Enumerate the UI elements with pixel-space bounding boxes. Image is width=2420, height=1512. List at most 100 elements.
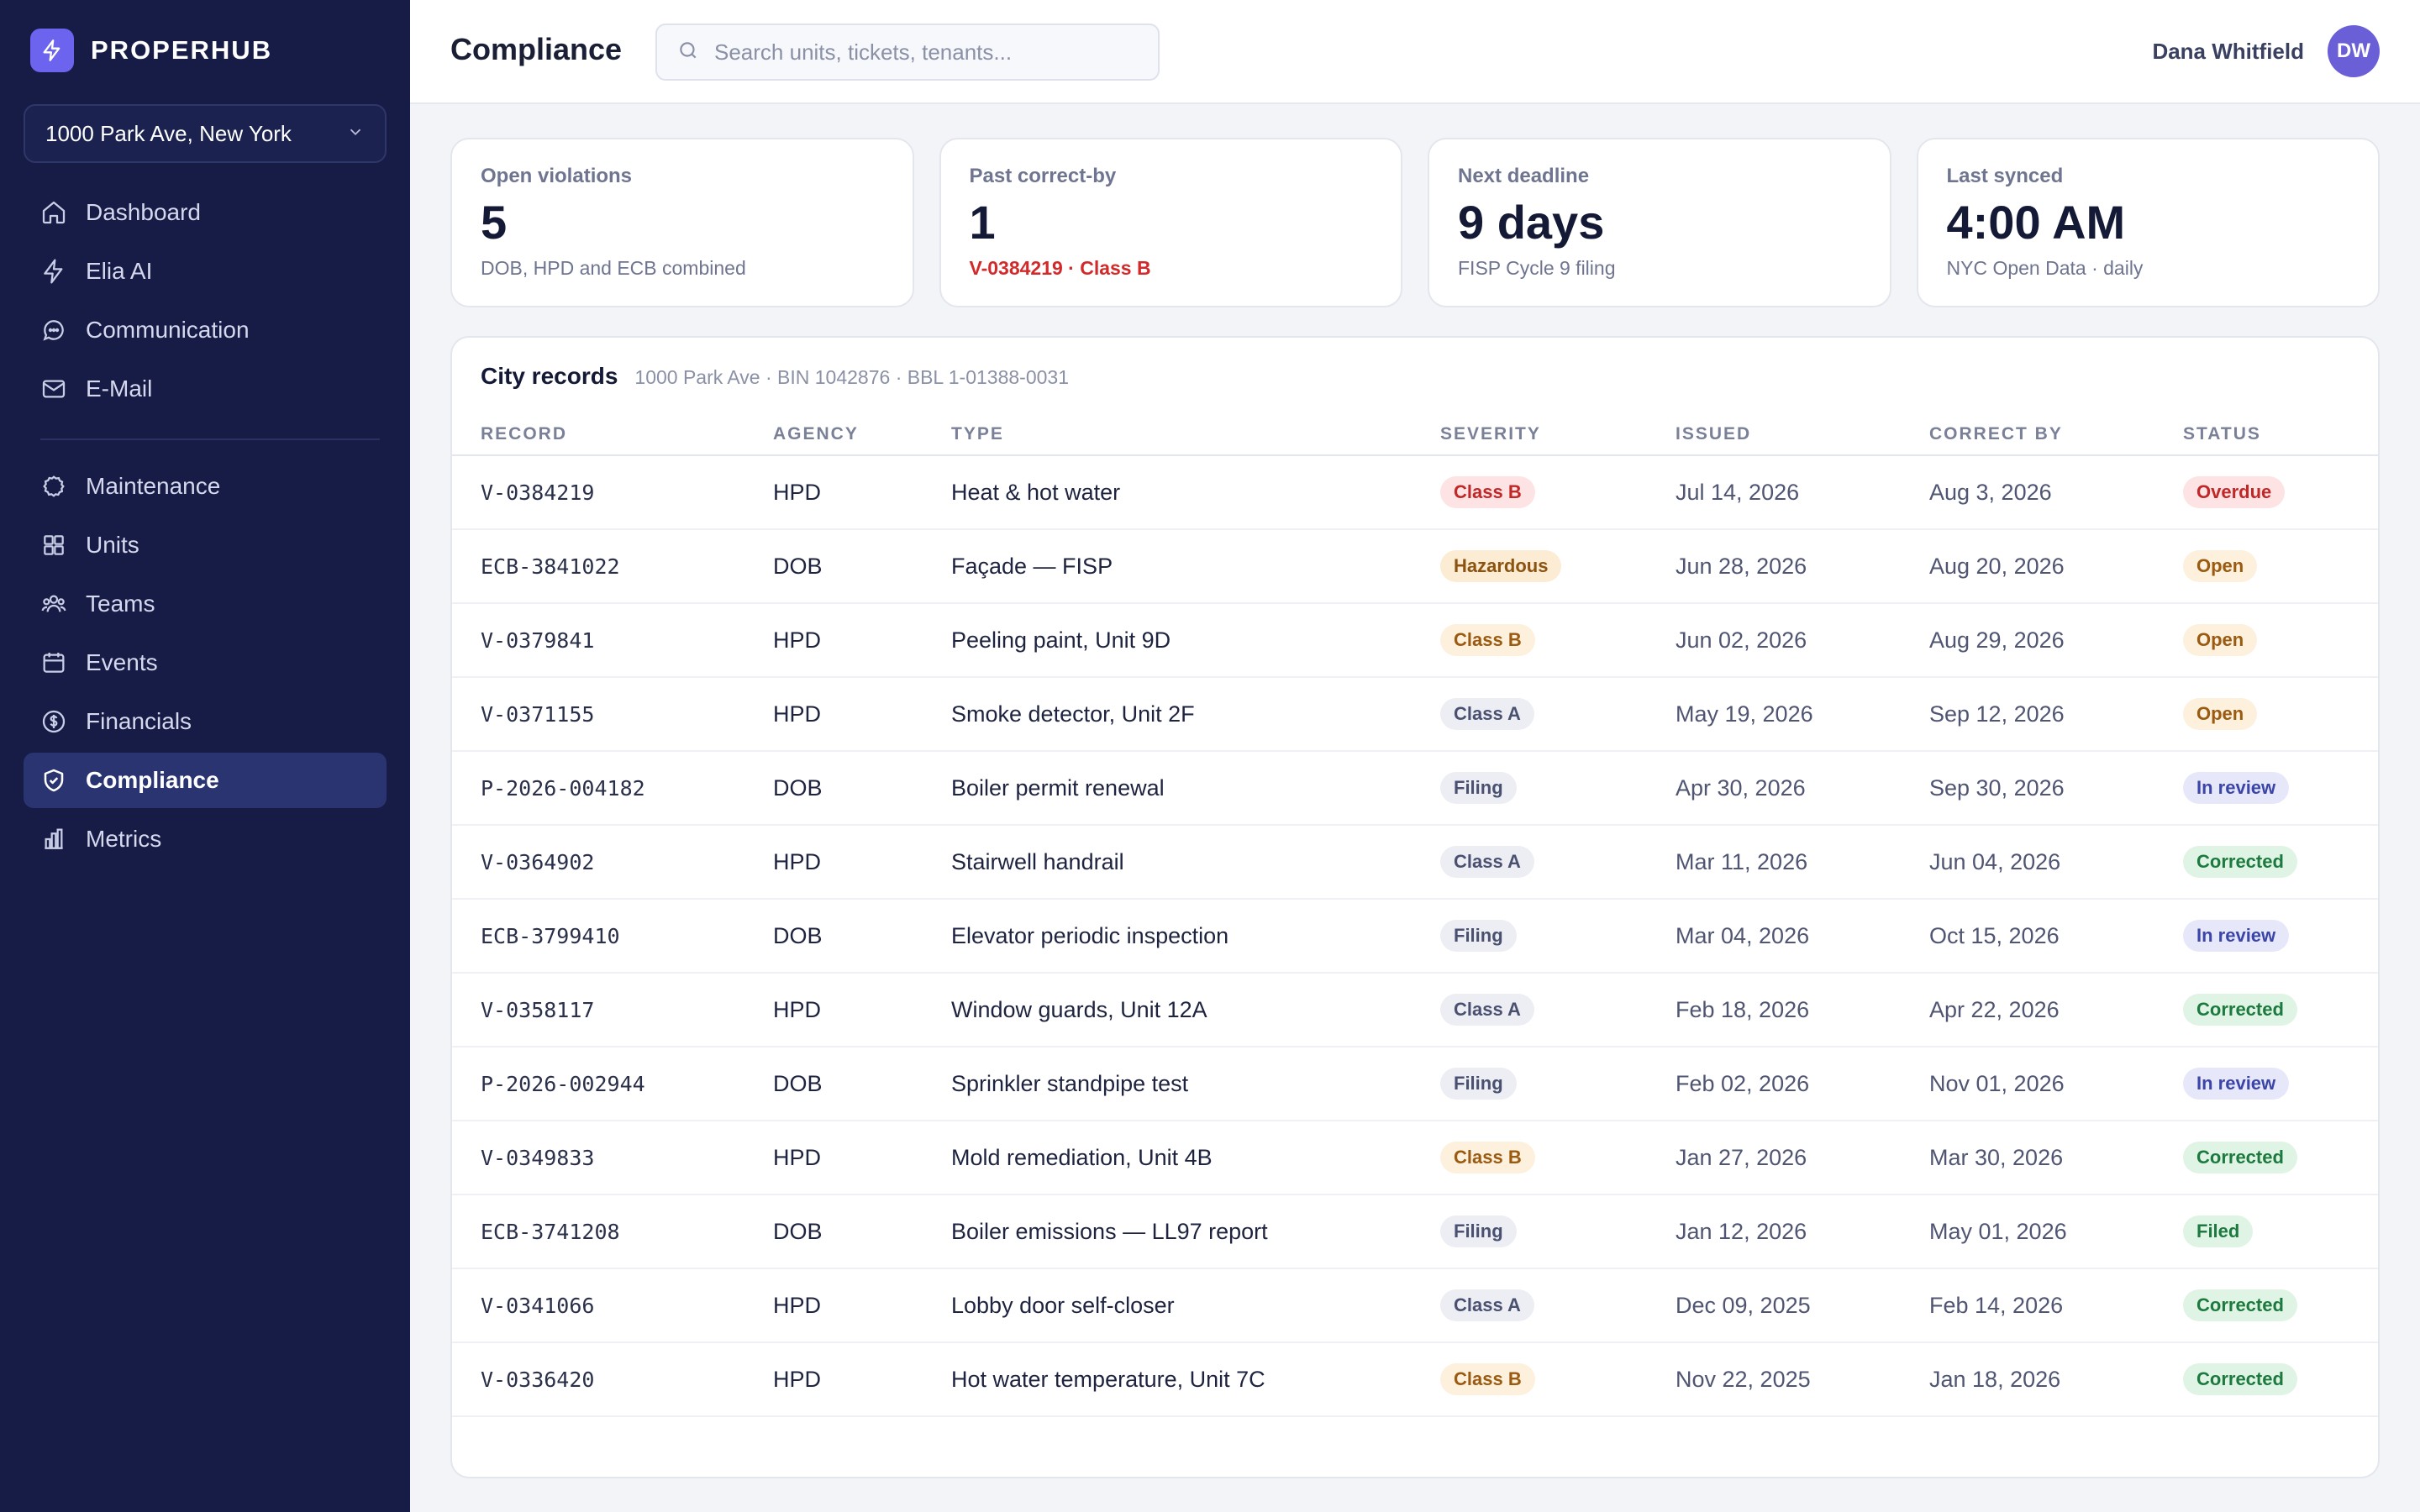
agency-cell: HPD	[744, 677, 923, 752]
table-row[interactable]: P-2026-004182 DOB Boiler permit renewal Fil…	[452, 751, 2378, 826]
column-header-record[interactable]: RECORD	[452, 413, 744, 456]
table-row[interactable]: V-0341066 HPD Lobby door self-closer Class …	[452, 1268, 2378, 1343]
sidebar-item-communication[interactable]: Communication	[24, 302, 387, 358]
sidebar-item-label: Elia AI	[86, 258, 153, 284]
record-id[interactable]: V-0358117	[452, 973, 744, 1047]
sidebar-item-units[interactable]: Units	[24, 517, 387, 573]
mail-icon	[40, 375, 67, 402]
record-id[interactable]: V-0371155	[452, 677, 744, 752]
grid-icon	[40, 532, 67, 559]
sidebar-item-metrics[interactable]: Metrics	[24, 811, 387, 867]
table-row[interactable]: ECB-3841022 DOB Façade — FISP Hazardous Jun …	[452, 529, 2378, 604]
record-id[interactable]: V-0384219	[452, 455, 744, 530]
severity-badge: Filing	[1440, 920, 1517, 952]
shield-icon	[40, 767, 67, 794]
sidebar-item-maintenance[interactable]: Maintenance	[24, 459, 387, 514]
table-row[interactable]: V-0384219 HPD Heat & hot water Class B Jul 1…	[452, 455, 2378, 530]
records-title: City records	[481, 363, 618, 389]
record-id[interactable]: ECB-3799410	[452, 899, 744, 974]
severity-badge: Class A	[1440, 846, 1534, 878]
brand[interactable]: PROPERHUB	[30, 29, 272, 72]
chevron-down-icon	[346, 121, 365, 147]
severity-badge: Filing	[1440, 1068, 1517, 1100]
table-row[interactable]: V-0364902 HPD Stairwell handrail Class A Mar…	[452, 825, 2378, 900]
agency-cell: DOB	[744, 899, 923, 974]
table-row[interactable]: V-0371155 HPD Smoke detector, Unit 2F Class…	[452, 677, 2378, 752]
avatar[interactable]: DW	[2328, 25, 2380, 77]
severity-badge: Class B	[1440, 1363, 1535, 1395]
stat-next-deadline: Next deadline 9 days FISP Cycle 9 filing	[1428, 138, 1891, 307]
agency-cell: HPD	[744, 1342, 923, 1417]
record-id[interactable]: V-0364902	[452, 825, 744, 900]
correct-by-cell: Sep 12, 2026	[1901, 677, 2154, 752]
type-cell: Façade — FISP	[923, 529, 1412, 604]
table-row[interactable]: V-0358117 HPD Window guards, Unit 12A Class…	[452, 973, 2378, 1047]
record-id[interactable]: V-0349833	[452, 1121, 744, 1195]
table-row[interactable]: V-0379841 HPD Peeling paint, Unit 9D Class …	[452, 603, 2378, 678]
sidebar-item-compliance[interactable]: Compliance	[24, 753, 387, 808]
sidebar-item-dashboard[interactable]: Dashboard	[24, 185, 387, 240]
severity-cell: Class B	[1412, 603, 1647, 678]
record-id[interactable]: V-0341066	[452, 1268, 744, 1343]
sidebar-item-teams[interactable]: Teams	[24, 576, 387, 632]
issued-cell: Nov 22, 2025	[1647, 1342, 1901, 1417]
issued-cell: Feb 18, 2026	[1647, 973, 1901, 1047]
table-row[interactable]: ECB-3799410 DOB Elevator periodic inspecti…	[452, 899, 2378, 974]
severity-cell: Class A	[1412, 973, 1647, 1047]
column-header-correct-by[interactable]: CORRECT BY	[1901, 413, 2154, 456]
sidebar-item-events[interactable]: Events	[24, 635, 387, 690]
status-badge: Corrected	[2183, 846, 2297, 878]
stat-subtext: FISP Cycle 9 filing	[1458, 256, 1616, 279]
issued-cell: Mar 11, 2026	[1647, 825, 1901, 900]
dollar-icon	[40, 708, 67, 735]
issued-cell: Jan 27, 2026	[1647, 1121, 1901, 1195]
search-input[interactable]	[714, 39, 1138, 66]
property-select-value: 1000 Park Ave, New York	[45, 120, 292, 146]
search-box[interactable]	[655, 24, 1160, 81]
page-title: Compliance	[450, 32, 623, 66]
type-cell: Hot water temperature, Unit 7C	[923, 1342, 1412, 1417]
issued-cell: Feb 02, 2026	[1647, 1047, 1901, 1121]
record-id[interactable]: P-2026-002944	[452, 1047, 744, 1121]
severity-badge: Filing	[1440, 772, 1517, 804]
stat-label: Open violations	[481, 165, 633, 187]
type-cell: Lobby door self-closer	[923, 1268, 1412, 1343]
record-id[interactable]: P-2026-004182	[452, 751, 744, 826]
column-header-agency[interactable]: AGENCY	[744, 413, 923, 456]
column-header-type[interactable]: TYPE	[923, 413, 1412, 456]
sidebar-item-label: Compliance	[86, 767, 219, 793]
sidebar-item-email[interactable]: E-Mail	[24, 361, 387, 417]
status-badge: Corrected	[2183, 1363, 2297, 1395]
correct-by-cell: Feb 14, 2026	[1901, 1268, 2154, 1343]
user-menu[interactable]: Dana Whitfield DW	[2152, 25, 2380, 77]
status-cell: Overdue	[2154, 455, 2378, 530]
top-header: Compliance Dana Whitfield DW	[410, 0, 2420, 104]
records-header: City records 1000 Park Ave · BIN 1042876…	[481, 363, 1069, 390]
agency-cell: HPD	[744, 603, 923, 678]
column-header-severity[interactable]: SEVERITY	[1412, 413, 1647, 456]
record-id[interactable]: V-0379841	[452, 603, 744, 678]
home-icon	[40, 199, 67, 226]
table-row[interactable]: V-0349833 HPD Mold remediation, Unit 4B Cla…	[452, 1121, 2378, 1195]
nav-divider	[40, 438, 380, 440]
record-id[interactable]: ECB-3841022	[452, 529, 744, 604]
record-id[interactable]: ECB-3741208	[452, 1194, 744, 1269]
stat-past-correct-by: Past correct-by 1 V-0384219 · Class B	[939, 138, 1402, 307]
table-row[interactable]: V-0336420 HPD Hot water temperature, Unit …	[452, 1342, 2378, 1417]
status-cell: In review	[2154, 751, 2378, 826]
severity-badge: Hazardous	[1440, 550, 1562, 582]
severity-badge: Class A	[1440, 698, 1534, 730]
type-cell: Boiler permit renewal	[923, 751, 1412, 826]
severity-badge: Class A	[1440, 1289, 1534, 1321]
severity-cell: Class A	[1412, 1268, 1647, 1343]
status-badge: Corrected	[2183, 1289, 2297, 1321]
sidebar-item-financials[interactable]: Financials	[24, 694, 387, 749]
record-id[interactable]: V-0336420	[452, 1342, 744, 1417]
correct-by-cell: Aug 3, 2026	[1901, 455, 2154, 530]
column-header-status[interactable]: STATUS	[2154, 413, 2378, 456]
sidebar-item-elia-ai[interactable]: Elia AI	[24, 244, 387, 299]
table-row[interactable]: P-2026-002944 DOB Sprinkler standpipe test…	[452, 1047, 2378, 1121]
column-header-issued[interactable]: ISSUED	[1647, 413, 1901, 456]
table-row[interactable]: ECB-3741208 DOB Boiler emissions — LL97 re…	[452, 1194, 2378, 1269]
property-select[interactable]: 1000 Park Ave, New York	[24, 104, 387, 163]
